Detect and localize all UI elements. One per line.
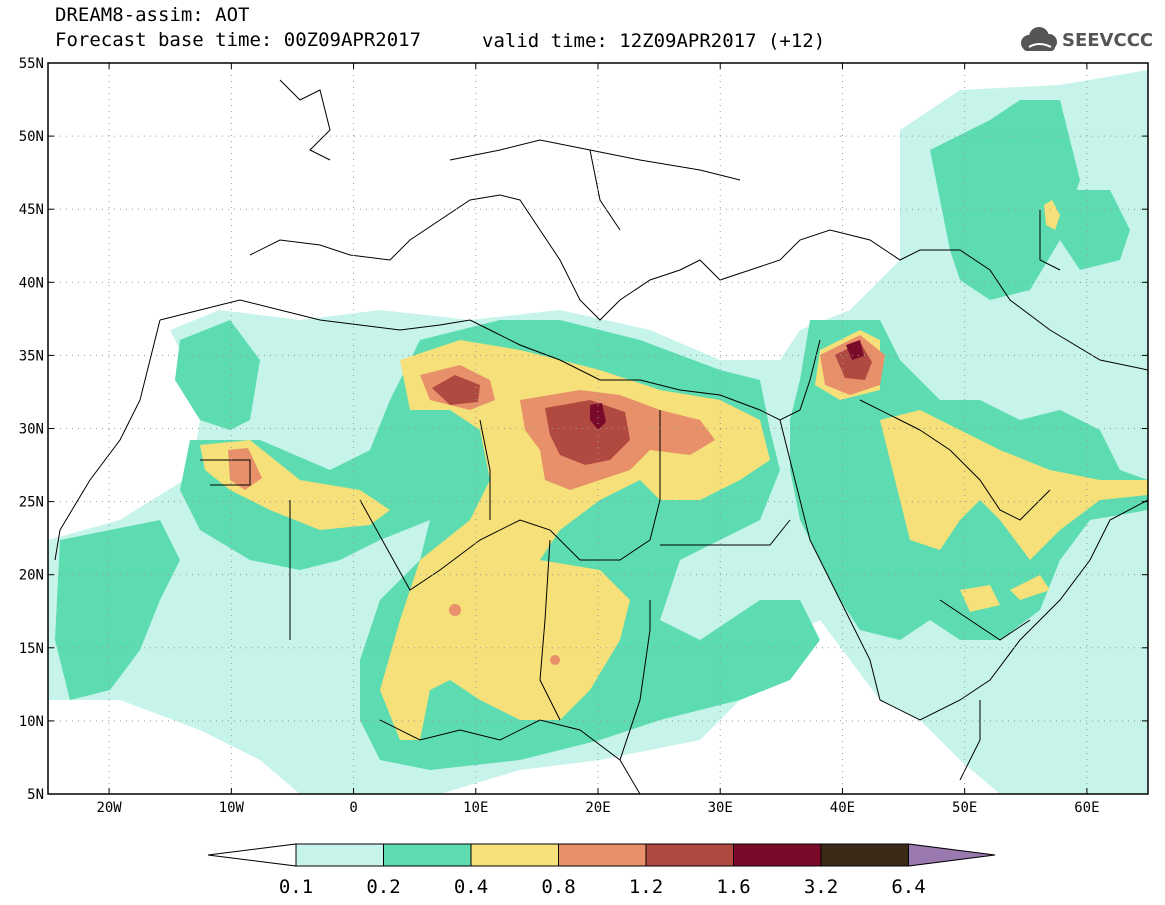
lon-label: 20W (96, 800, 122, 816)
aot-level-1.2 (432, 342, 872, 465)
colorbar-low-arrow (207, 843, 297, 867)
lat-label: 15N (19, 641, 44, 657)
colorbar-label: 6.4 (891, 876, 925, 898)
lon-label: 40E (830, 800, 855, 816)
colorbar-label: 3.2 (804, 876, 838, 898)
forecast-base-time: Forecast base time: 00Z09APR2017 (55, 29, 422, 51)
colorbar-label: 0.4 (454, 876, 488, 898)
lon-label: 10E (463, 800, 488, 816)
logo-text: SEEVCCC (1062, 30, 1154, 51)
lon-label: 20E (585, 800, 610, 816)
lat-label: 10N (19, 714, 44, 730)
lon-label: 50E (952, 800, 977, 816)
colorbar-segment (645, 843, 734, 867)
lon-label: 10W (219, 800, 245, 816)
lon-label: 0 (349, 800, 357, 816)
lon-label: 30E (708, 800, 733, 816)
colorbar-segment (470, 843, 559, 867)
colorbar-label: 0.1 (279, 876, 313, 898)
lat-label: 50N (19, 129, 44, 145)
colorbar-segment (733, 843, 822, 867)
lat-label: 5N (27, 787, 44, 803)
colorbar-label: 1.2 (629, 876, 663, 898)
valid-time: valid time: 12Z09APR2017 (+12) (482, 30, 826, 52)
cloud-icon (1021, 27, 1057, 51)
colorbar-segment (820, 843, 909, 867)
colorbar-segment (383, 843, 472, 867)
lat-label: 20N (19, 568, 44, 584)
colorbar: 0.1 0.2 0.4 0.8 1.2 1.6 3.2 6.4 (207, 843, 996, 898)
colorbar-label: 0.2 (366, 876, 400, 898)
colorbar-label: 1.6 (716, 876, 750, 898)
lat-label: 45N (19, 202, 44, 218)
aot-level-1.6 (590, 340, 864, 430)
lat-label: 40N (19, 275, 44, 291)
lon-label: 60E (1074, 800, 1099, 816)
lat-label: 55N (19, 56, 44, 72)
colorbar-label: 0.8 (541, 876, 575, 898)
country-borders (54, 79, 1148, 794)
lat-label: 35N (19, 348, 44, 364)
colorbar-segment (295, 843, 384, 867)
lat-label: 25N (19, 495, 44, 511)
colorbar-segment (558, 843, 647, 867)
lat-label: 30N (19, 422, 44, 438)
seevccc-logo (1021, 27, 1057, 51)
colorbar-high-arrow (908, 843, 996, 867)
chart-title: DREAM8-assim: AOT (55, 4, 250, 26)
